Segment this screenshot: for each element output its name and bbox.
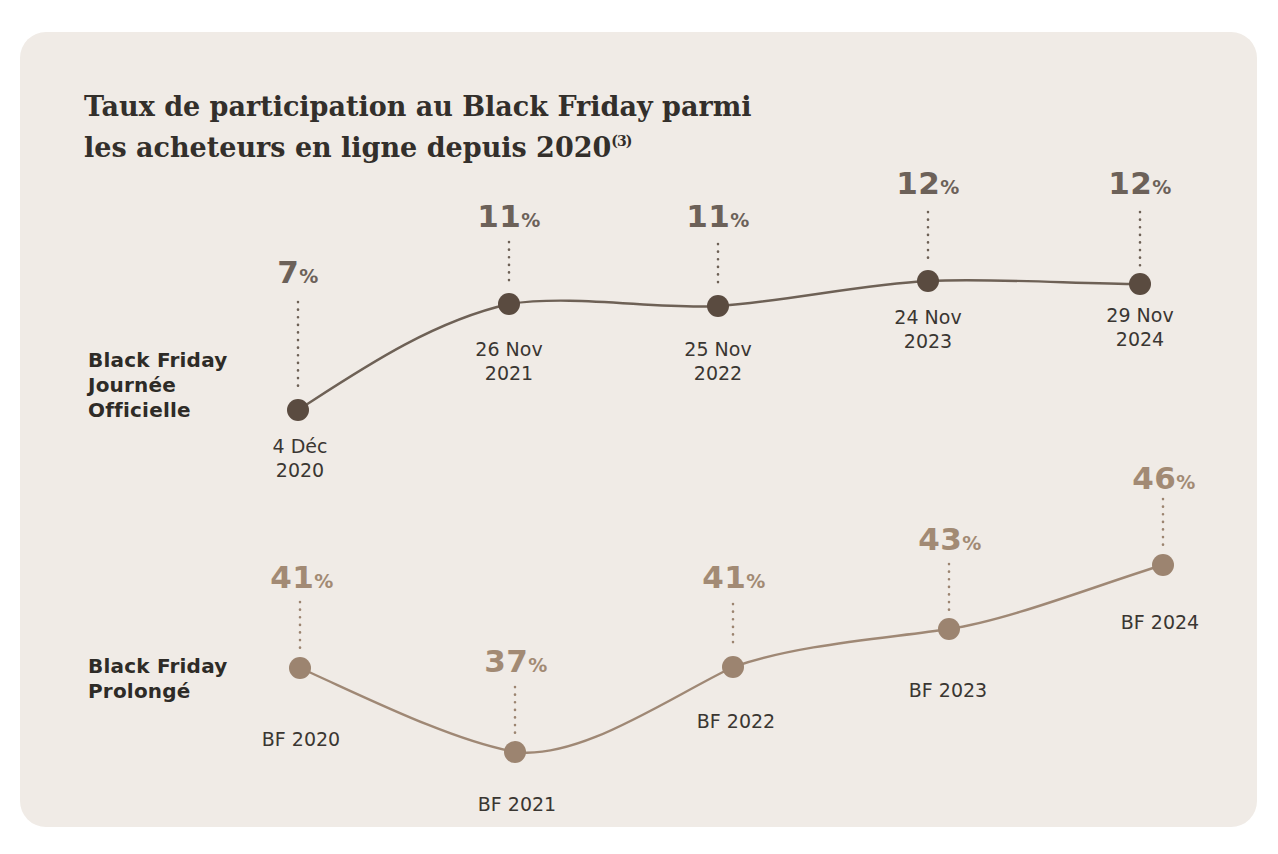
value-label-official-2023: 12% (896, 165, 960, 201)
chart-card: Taux de participation au Black Friday pa… (20, 32, 1257, 827)
date-label-prolonge-2024: BF 2024 (1121, 610, 1199, 634)
value-label-prolonge-2024: 46% (1132, 460, 1196, 496)
date-label-official-2023: 24 Nov2023 (894, 305, 961, 353)
prolonge-point-dot-2023 (938, 618, 960, 640)
date-label-official-2021: 26 Nov2021 (475, 337, 542, 385)
value-label-prolonge-2022: 41% (702, 559, 766, 595)
series-label-official-line3: Officielle (88, 398, 191, 422)
date-label-prolonge-2020: BF 2020 (262, 727, 340, 751)
series-label-prolonge-line2: Prolongé (88, 679, 191, 703)
series-label-prolonge: Black FridayProlongé (88, 654, 227, 704)
value-label-prolonge-2020: 41% (270, 559, 334, 595)
date-label-official-2020: 4 Déc2020 (273, 434, 328, 482)
value-label-official-2020: 7% (277, 254, 319, 290)
prolonge-point-dot-2024 (1152, 554, 1174, 576)
official-point-dot-2022 (707, 295, 729, 317)
date-label-prolonge-2023: BF 2023 (909, 678, 987, 702)
value-label-official-2024: 12% (1108, 165, 1172, 201)
value-label-prolonge-2021: 37% (484, 643, 548, 679)
series-label-prolonge-line1: Black Friday (88, 654, 227, 678)
official-point-dot-2020 (287, 399, 309, 421)
prolonge-point-dot-2020 (289, 657, 311, 679)
value-label-prolonge-2023: 43% (918, 521, 982, 557)
series-label-official-line2: Journée (88, 373, 176, 397)
prolonge-point-dot-2022 (722, 656, 744, 678)
value-label-official-2021: 11% (477, 198, 541, 234)
date-label-official-2024: 29 Nov2024 (1106, 303, 1173, 351)
official-point-dot-2023 (917, 270, 939, 292)
series-label-official: Black FridayJournéeOfficielle (88, 348, 227, 423)
date-label-official-2022: 25 Nov2022 (684, 337, 751, 385)
infographic-stage: Taux de participation au Black Friday pa… (0, 0, 1278, 854)
date-label-prolonge-2022: BF 2022 (697, 709, 775, 733)
date-label-prolonge-2021: BF 2021 (478, 792, 556, 816)
prolonge-point-dot-2021 (504, 741, 526, 763)
series-label-official-line1: Black Friday (88, 348, 227, 372)
official-point-dot-2024 (1129, 273, 1151, 295)
official-point-dot-2021 (498, 293, 520, 315)
value-label-official-2022: 11% (686, 198, 750, 234)
line-chart-canvas (20, 32, 1278, 854)
